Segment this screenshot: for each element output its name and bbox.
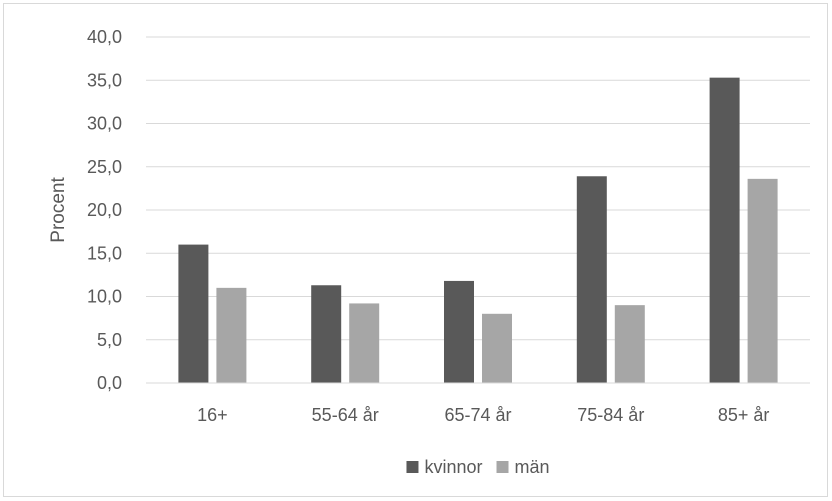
bar-man [482,313,512,383]
y-tick-label: 20,0 [87,200,122,220]
chart-area [3,3,828,497]
bar-kvinnor [444,280,474,383]
legend: kvinnor män [406,457,550,477]
y-tick-label: 15,0 [87,243,122,263]
y-tick-label: 25,0 [87,157,122,177]
bar-man [747,178,778,383]
x-axis-ticks: 16+ 55-64 år 65-74 år 75-84 år 85+ år [197,405,769,425]
x-tick-label: 85+ år [718,405,770,425]
bar-kvinnor [709,77,740,383]
x-tick-label: 55-64 år [312,405,379,425]
x-tick-label: 16+ [197,405,228,425]
bar-kvinnor [311,285,342,383]
y-tick-label: 0,0 [97,373,122,393]
bar-kvinnor [576,176,607,383]
bars [178,77,778,383]
bar-kvinnor [178,244,209,383]
legend-swatch [406,461,419,473]
y-tick-label: 30,0 [87,114,122,134]
y-axis-ticks: 0,0 5,0 10,0 15,0 20,0 25,0 30,0 35,0 40,0 [87,27,122,393]
bar-man [614,305,645,383]
legend-label: kvinnor [424,457,482,477]
legend-label: män [515,457,550,477]
y-tick-label: 10,0 [87,287,122,307]
x-tick-label: 65-74 år [444,405,511,425]
bar-man [349,303,380,383]
y-tick-label: 35,0 [87,70,122,90]
bar-man [216,287,247,383]
y-tick-label: 40,0 [87,27,122,47]
gridlines [146,36,810,341]
y-axis-title: Procent [48,177,69,243]
y-tick-label: 5,0 [97,330,122,350]
legend-swatch [496,461,509,473]
x-tick-label: 75-84 år [577,405,644,425]
